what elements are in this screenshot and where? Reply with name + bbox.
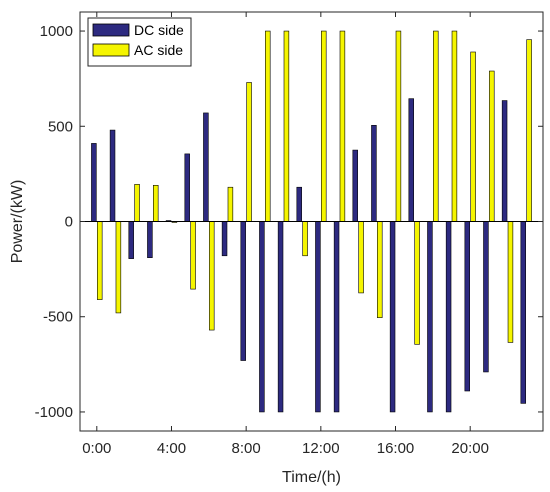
y-tick-label: 1000 — [40, 23, 73, 40]
y-tick-label: 500 — [48, 118, 73, 135]
bar-ac-6 — [209, 221, 215, 331]
bar-ac-11 — [302, 221, 308, 257]
bar-dc-3 — [147, 221, 153, 258]
bar-dc-18 — [427, 221, 433, 413]
bar-ac-18 — [433, 30, 439, 222]
bar-ac-3 — [153, 185, 159, 222]
x-tick-label: 12:00 — [302, 440, 340, 457]
bar-dc-17 — [408, 98, 414, 222]
y-tick-label: -1000 — [35, 404, 73, 421]
y-tick-label: 0 — [65, 214, 73, 231]
tick-labels-group: 0:00 4:00 8:00 12:00 16:00 20:00 -1000 -500 0 500… — [35, 23, 489, 457]
bar-ac-2 — [134, 184, 140, 222]
bar-dc-1 — [109, 129, 116, 222]
legend: DC side AC side — [87, 17, 192, 67]
bar-dc-22 — [501, 100, 508, 222]
bar-ac-15 — [377, 221, 383, 318]
x-tick-label: 16:00 — [377, 440, 415, 457]
bar-dc-14 — [352, 149, 358, 222]
bar-dc-20 — [464, 221, 470, 392]
bar-dc-12 — [315, 221, 321, 413]
legend-label-ac: AC side — [134, 42, 183, 58]
bar-dc-8 — [240, 221, 246, 361]
x-tick-label: 4:00 — [157, 440, 186, 457]
legend-swatch-dc — [92, 23, 130, 37]
bar-ac-10 — [283, 30, 290, 222]
bar-ac-17 — [414, 221, 420, 345]
bar-ac-7 — [227, 186, 234, 222]
y-axis-title: Power/(kW) — [9, 180, 26, 264]
bar-ac-5 — [190, 221, 196, 290]
bar-ac-1 — [115, 221, 122, 314]
x-tick-label: 20:00 — [451, 440, 489, 457]
bar-ac-16 — [395, 30, 402, 222]
bar-dc-21 — [483, 221, 489, 373]
bar-dc-9 — [259, 221, 265, 413]
bar-ac-12 — [321, 30, 327, 222]
bar-ac-0 — [97, 221, 103, 300]
bar-ac-13 — [339, 30, 346, 222]
bar-dc-10 — [277, 221, 284, 413]
bar-dc-2 — [128, 221, 134, 259]
x-tick-label: 0:00 — [82, 440, 111, 457]
y-tick-label: -500 — [43, 309, 73, 326]
legend-swatch-ac — [92, 43, 130, 57]
bar-dc-16 — [389, 221, 396, 413]
bar-dc-13 — [333, 221, 340, 413]
bar-dc-11 — [296, 186, 302, 222]
bar-ac-20 — [470, 51, 476, 222]
bar-ac-21 — [489, 70, 495, 222]
bar-dc-0 — [91, 143, 97, 222]
bar-dc-23 — [520, 221, 526, 404]
legend-label-dc: DC side — [134, 22, 184, 38]
bar-dc-6 — [203, 112, 209, 222]
bar-ac-9 — [265, 30, 271, 222]
bar-ac-8 — [246, 82, 252, 222]
bar-dc-19 — [445, 221, 452, 413]
bar-dc-5 — [184, 153, 190, 222]
ticks-group — [80, 12, 543, 431]
bar-ac-14 — [358, 221, 364, 294]
x-tick-label: 8:00 — [232, 440, 261, 457]
bar-ac-23 — [526, 39, 532, 222]
bar-dc-15 — [371, 125, 377, 222]
x-axis-title: Time/(h) — [282, 469, 341, 486]
bar-dc-7 — [221, 221, 228, 257]
bar-ac-22 — [507, 221, 514, 343]
bar-ac-19 — [451, 30, 458, 222]
